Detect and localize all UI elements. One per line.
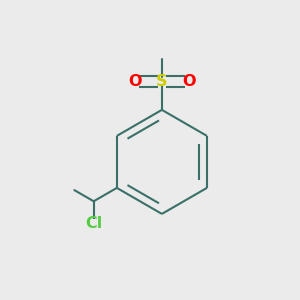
Text: Cl: Cl [85,216,102,231]
Text: O: O [128,74,141,89]
Text: S: S [156,74,168,89]
Text: O: O [182,74,196,89]
